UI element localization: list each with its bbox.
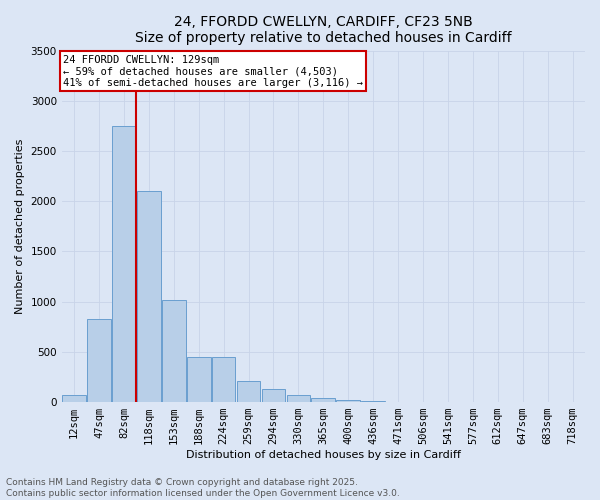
Bar xyxy=(212,357,235,402)
Bar xyxy=(237,381,260,402)
Text: Contains HM Land Registry data © Crown copyright and database right 2025.
Contai: Contains HM Land Registry data © Crown c… xyxy=(6,478,400,498)
Bar xyxy=(162,300,185,402)
Text: 24 FFORDD CWELLYN: 129sqm
← 59% of detached houses are smaller (4,503)
41% of se: 24 FFORDD CWELLYN: 129sqm ← 59% of detac… xyxy=(63,54,363,88)
Bar xyxy=(137,191,161,402)
X-axis label: Distribution of detached houses by size in Cardiff: Distribution of detached houses by size … xyxy=(186,450,461,460)
Bar xyxy=(112,126,136,402)
Title: 24, FFORDD CWELLYN, CARDIFF, CF23 5NB
Size of property relative to detached hous: 24, FFORDD CWELLYN, CARDIFF, CF23 5NB Si… xyxy=(135,15,512,45)
Bar xyxy=(262,389,286,402)
Bar xyxy=(361,401,385,402)
Y-axis label: Number of detached properties: Number of detached properties xyxy=(15,138,25,314)
Bar xyxy=(187,357,211,402)
Bar xyxy=(337,400,360,402)
Bar xyxy=(287,395,310,402)
Bar xyxy=(311,398,335,402)
Bar xyxy=(87,318,111,402)
Bar xyxy=(62,394,86,402)
